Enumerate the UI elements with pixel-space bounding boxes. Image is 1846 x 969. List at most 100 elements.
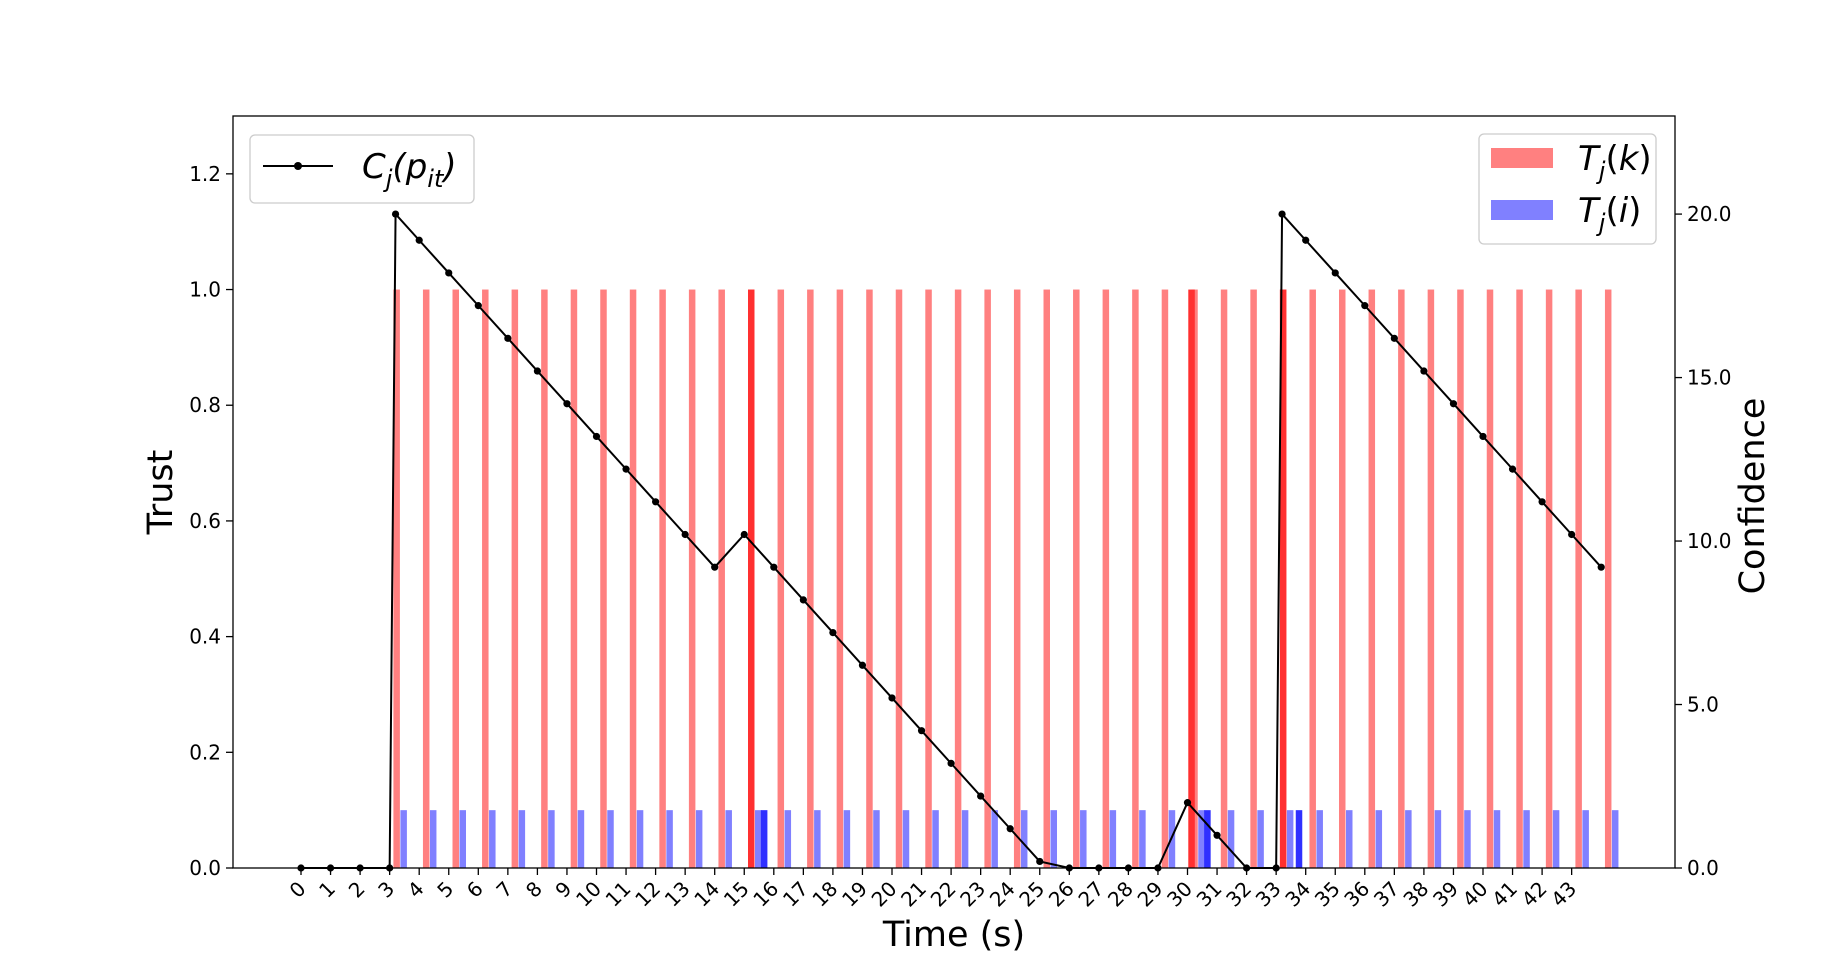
bar-tji <box>902 810 910 868</box>
bar-tjk <box>777 289 785 868</box>
x-tick-label: 2 <box>344 877 370 903</box>
bar-tjk <box>1220 289 1228 868</box>
y-tick-label: 0.0 <box>189 856 221 880</box>
legend-line-label: Cj(pit) <box>362 147 457 193</box>
x-tick-label: 7 <box>491 877 517 903</box>
x-tick-label: 43 <box>1546 877 1581 912</box>
bar-tjk <box>807 289 814 868</box>
bar-tji <box>1316 810 1323 868</box>
x-tick-label: 0 <box>285 877 311 903</box>
confidence-point <box>1420 367 1428 375</box>
bar-tjk <box>600 289 607 868</box>
x-axis: 0 1 2 3 4 5 6 7 8 9101112131415161718192021222324… <box>285 868 1581 912</box>
x-tick-label: 8 <box>521 877 547 903</box>
y2-tick-label: 20.0 <box>1687 202 1732 226</box>
bar-tjk <box>836 289 844 868</box>
bar-tji <box>1198 810 1205 868</box>
bar-tjk <box>511 289 519 868</box>
confidence-point <box>947 759 955 767</box>
bar-tji <box>1080 810 1087 868</box>
x-tick-label: 9 <box>551 877 577 903</box>
bar-tji <box>755 810 762 868</box>
bar-tjk <box>452 289 459 868</box>
bar-tji <box>548 810 555 868</box>
legend-red-label: Tj(k) <box>1578 139 1652 185</box>
bar-tjk <box>422 289 430 868</box>
legend-left-box <box>249 134 475 204</box>
bar-tjk <box>541 289 548 868</box>
bar-tjk <box>1339 289 1346 868</box>
confidence-point <box>592 432 601 441</box>
bar-tjk <box>1132 289 1139 868</box>
bar-overlap <box>1279 289 1287 868</box>
confidence-point <box>740 530 748 539</box>
confidence-point <box>858 661 867 669</box>
bar-tji <box>1139 810 1146 868</box>
bar-tjk <box>718 289 725 868</box>
bar-tjk <box>1073 289 1080 868</box>
confidence-point <box>1302 236 1310 244</box>
confidence-point <box>799 596 807 604</box>
bar-tjk <box>1102 289 1110 868</box>
bar-tji <box>1050 810 1057 868</box>
bar-tjk <box>1575 289 1582 868</box>
bar-tjk <box>1516 289 1523 868</box>
confidence-point <box>415 236 423 244</box>
confidence-point <box>622 465 630 473</box>
confidence-point <box>1036 857 1044 866</box>
confidence-point <box>1390 334 1398 342</box>
bar-tjk <box>1427 289 1435 868</box>
bar-tji <box>1020 810 1028 868</box>
bar-tji <box>814 810 821 868</box>
confidence-point <box>1568 530 1576 539</box>
y2-tick-label: 10.0 <box>1687 529 1732 553</box>
y-tick-label: 1.0 <box>189 278 221 302</box>
x-tick-label: 3 <box>373 877 399 903</box>
line-layer <box>297 210 1605 872</box>
y2-tick-label: 0.0 <box>1687 856 1719 880</box>
confidence-point <box>563 400 571 408</box>
bar-tji <box>991 810 998 868</box>
bar-tji <box>695 810 703 868</box>
y-tick-label: 0.8 <box>189 393 221 417</box>
bar-tji <box>1611 810 1619 868</box>
x-tick-label: 1 <box>314 877 340 903</box>
y-tick-label: 0.6 <box>189 509 221 533</box>
bar-tjk <box>1013 289 1021 868</box>
bar-tji <box>577 810 585 868</box>
confidence-point <box>770 563 778 571</box>
bar-tjk <box>1457 289 1464 868</box>
bar-tjk <box>1486 289 1494 868</box>
y2-tick-label: 15.0 <box>1687 366 1732 390</box>
confidence-point <box>1331 269 1339 277</box>
bar-overlap <box>748 289 755 868</box>
bar-tjk <box>1250 289 1257 868</box>
bar-tji <box>1405 810 1412 868</box>
y2-axis-title: Confidence <box>1733 398 1773 595</box>
confidence-line <box>301 211 1602 869</box>
bar-overlap <box>1204 810 1211 868</box>
confidence-point <box>829 628 837 637</box>
bar-tji <box>1109 810 1117 868</box>
bar-tjk <box>984 289 991 868</box>
bar-tji <box>1434 810 1442 868</box>
confidence-point <box>711 563 719 571</box>
confidence-point <box>391 210 400 218</box>
bar-tji <box>1286 810 1294 868</box>
bar-tji <box>1552 810 1560 868</box>
bar-tjk <box>688 289 696 868</box>
bar-tjk <box>925 289 932 868</box>
confidence-point <box>1006 825 1014 833</box>
bar-tji <box>1464 810 1471 868</box>
confidence-point <box>1508 465 1517 473</box>
bar-tji <box>873 810 880 868</box>
bar-tji <box>932 810 939 868</box>
bar-tji <box>1346 810 1353 868</box>
bar-tjk <box>954 289 962 868</box>
plot-frame <box>232 115 1676 869</box>
y-tick-label: 1.2 <box>189 162 221 186</box>
confidence-point <box>681 530 689 539</box>
confidence-point <box>504 334 512 342</box>
bar-tji <box>518 810 526 868</box>
bar-tjk <box>1161 289 1169 868</box>
